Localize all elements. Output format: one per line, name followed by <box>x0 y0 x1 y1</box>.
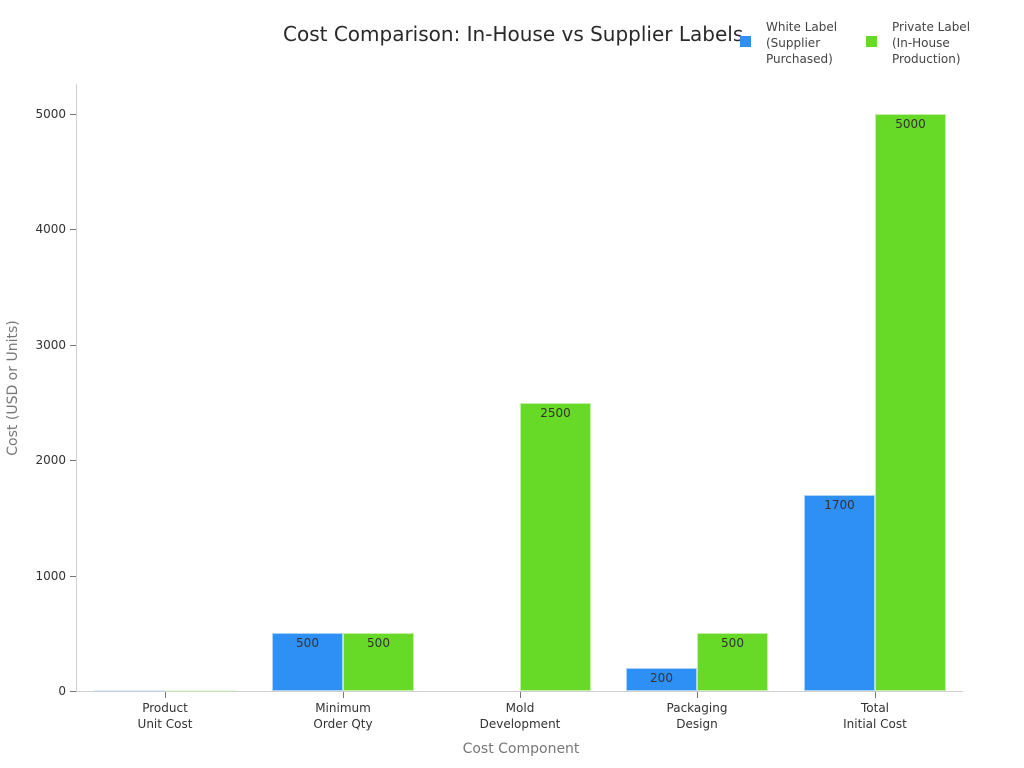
x-tick-label-line: Mold <box>505 701 535 715</box>
bar-white-label[interactable] <box>626 667 697 691</box>
y-tick-mark <box>70 691 76 692</box>
x-tick-label: Mold Development <box>450 700 590 732</box>
x-tick-label: Total Initial Cost <box>805 700 945 732</box>
bar-value-label: 2500 <box>540 405 571 420</box>
y-tick-label: 0 <box>58 684 66 698</box>
bar-value-label: 1700 <box>824 497 855 512</box>
x-tick-label: Packaging Design <box>627 700 767 732</box>
x-tick-label-line: Development <box>479 717 561 731</box>
legend-label-line: Private Label <box>892 20 971 34</box>
x-tick-label-line: Order Qty <box>313 717 373 731</box>
y-tick-mark <box>70 460 76 461</box>
legend-swatch-private-label <box>866 36 877 47</box>
y-tick-label: 1000 <box>35 568 66 583</box>
y-tick-mark <box>70 576 76 577</box>
x-tick-mark <box>875 692 876 698</box>
x-tick-mark <box>343 692 344 698</box>
legend-label-line: (In-House <box>892 36 950 50</box>
bar-private-label[interactable] <box>697 633 768 691</box>
x-tick-label-line: Design <box>676 717 718 731</box>
y-axis-title: Cost (USD or Units) <box>5 320 21 456</box>
bar-value-label: 500 <box>721 636 744 651</box>
chart-title: Cost Comparison: In-House vs Supplier La… <box>283 22 744 46</box>
bar-white-label[interactable] <box>804 494 875 691</box>
bar-private-label[interactable] <box>520 402 591 691</box>
x-tick-label: Product Unit Cost <box>95 700 235 732</box>
legend-label-line: (Supplier <box>766 36 821 50</box>
x-tick-label-line: Packaging <box>666 701 728 715</box>
x-tick-mark <box>697 692 698 698</box>
legend-item-private-label[interactable]: Private Label (In-House Production) <box>866 19 972 67</box>
bar-private-label[interactable] <box>875 114 946 691</box>
bar-private-label[interactable] <box>343 633 414 691</box>
y-tick-label: 5000 <box>35 107 66 121</box>
bar-white-label[interactable] <box>272 633 343 691</box>
x-tick-mark <box>520 692 521 698</box>
legend: White Label (Supplier Purchased) Private… <box>740 19 972 67</box>
legend-item-white-label[interactable]: White Label (Supplier Purchased) <box>740 19 846 67</box>
bar-value-label: 200 <box>650 670 673 685</box>
legend-label-line: Production) <box>892 52 961 66</box>
bar-value-label: 5000 <box>895 117 926 131</box>
bar-private-label[interactable] <box>165 689 236 692</box>
x-tick-label-line: Initial Cost <box>843 717 907 731</box>
x-tick-label-line: Unit Cost <box>137 717 193 731</box>
x-tick-label-line: Total <box>860 701 890 715</box>
bar-value-label: 500 <box>367 636 390 651</box>
legend-label-line: Purchased) <box>766 52 833 66</box>
y-tick-mark <box>70 114 76 115</box>
y-axis-line <box>76 84 77 692</box>
x-axis-title: Cost Component <box>462 741 580 757</box>
x-tick-label-line: Minimum <box>315 701 371 715</box>
legend-label-line: White Label <box>766 20 838 34</box>
y-tick-label: 4000 <box>35 222 66 237</box>
y-tick-label: 2000 <box>35 453 66 468</box>
bar-value-label: 500 <box>296 636 319 651</box>
x-tick-mark <box>165 692 166 698</box>
y-tick-label: 3000 <box>35 337 66 352</box>
y-tick-mark <box>70 345 76 346</box>
x-tick-label-line: Product <box>142 701 188 715</box>
bar-white-label[interactable] <box>94 690 165 693</box>
x-axis-line <box>70 691 963 692</box>
legend-swatch-white-label <box>740 36 751 47</box>
x-tick-label: Minimum Order Qty <box>273 700 413 732</box>
y-tick-mark <box>70 229 76 230</box>
